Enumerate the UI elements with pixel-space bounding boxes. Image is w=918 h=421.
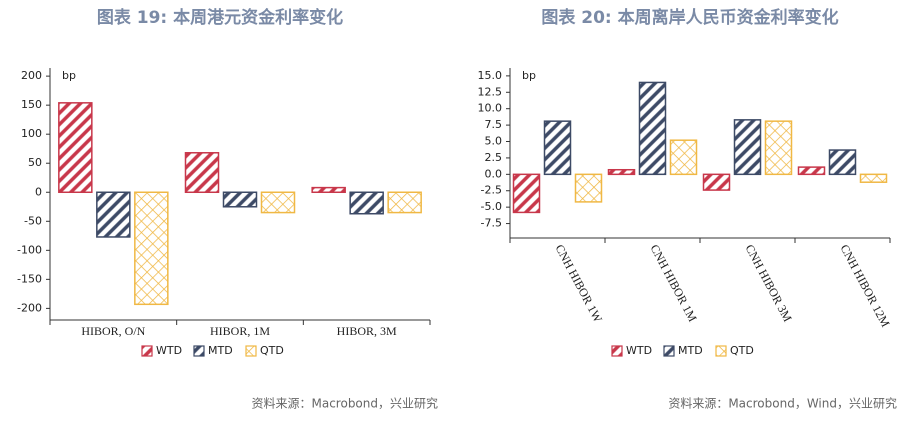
chart-title: 图表 20: 本周离岸人民币资金利率变化 <box>541 7 838 28</box>
y-tick-label: -5.0 <box>481 200 502 213</box>
x-tick-label: CNH HIBOR 1W <box>552 242 605 325</box>
legend-swatch <box>715 345 727 357</box>
x-tick-label: CNH HIBOR 1M <box>647 242 700 324</box>
bar <box>702 173 731 191</box>
y-tick-label: 100 <box>21 127 42 140</box>
y-tick-label: 0 <box>35 185 42 198</box>
legend-swatch <box>663 345 675 357</box>
x-tick-label: HIBOR, 3M <box>337 324 397 338</box>
x-tick-label: CNH HIBOR 3M <box>742 242 795 324</box>
chart-title: 图表 19: 本周港元资金利率变化 <box>97 7 343 28</box>
legend-label: MTD <box>208 344 233 357</box>
bar <box>311 186 346 194</box>
bar <box>543 120 572 176</box>
y-tick-label: -7.5 <box>481 217 502 230</box>
legend-swatch <box>141 345 153 357</box>
bar <box>607 168 636 176</box>
legend-label: MTD <box>678 344 703 357</box>
y-tick-label: 150 <box>21 98 42 111</box>
bar <box>797 166 826 176</box>
bar <box>512 173 541 214</box>
legend-label: QTD <box>260 344 284 357</box>
bar <box>638 81 667 176</box>
y-tick-label: 5.0 <box>485 135 503 148</box>
unit-label: bp <box>62 69 76 82</box>
y-tick-label: 200 <box>21 69 42 82</box>
y-tick-label: 2.5 <box>485 151 503 164</box>
y-tick-label: 0.0 <box>485 167 503 180</box>
legend-label: WTD <box>626 344 652 357</box>
bar <box>349 191 384 215</box>
bar <box>184 152 220 194</box>
bar <box>733 119 762 176</box>
bar <box>58 102 93 194</box>
y-tick-label: -150 <box>17 272 42 285</box>
y-tick-label: 50 <box>28 156 42 169</box>
legend-swatch <box>245 345 257 357</box>
bar <box>260 191 296 214</box>
bar <box>387 191 422 214</box>
y-tick-label: 7.5 <box>485 118 503 131</box>
y-tick-label: -100 <box>17 243 42 256</box>
y-tick-label: -2.5 <box>481 184 502 197</box>
unit-label: bp <box>522 69 536 82</box>
bar <box>764 120 793 176</box>
y-tick-label: 10.0 <box>478 102 503 115</box>
y-tick-label: 12.5 <box>478 85 503 98</box>
bar <box>96 191 131 238</box>
source-note: 资料来源：Macrobond，Wind，兴业研究 <box>668 396 897 411</box>
y-tick-label: 15.0 <box>478 69 503 82</box>
y-tick-label: -50 <box>24 214 42 227</box>
bar <box>222 191 258 208</box>
bar <box>134 191 169 306</box>
bar <box>669 139 698 176</box>
legend-swatch <box>193 345 205 357</box>
source-note: 资料来源：Macrobond，兴业研究 <box>252 396 439 411</box>
legend-swatch <box>611 345 623 357</box>
legend-label: WTD <box>156 344 182 357</box>
x-tick-label: HIBOR, O/N <box>81 324 145 338</box>
bar <box>828 149 857 176</box>
legend-label: QTD <box>730 344 754 357</box>
x-tick-label: HIBOR, 1M <box>210 324 270 338</box>
x-tick-label: CNH HIBOR 12M <box>837 242 892 330</box>
y-tick-label: -200 <box>17 301 42 314</box>
bar <box>859 173 888 183</box>
bar <box>574 173 603 203</box>
